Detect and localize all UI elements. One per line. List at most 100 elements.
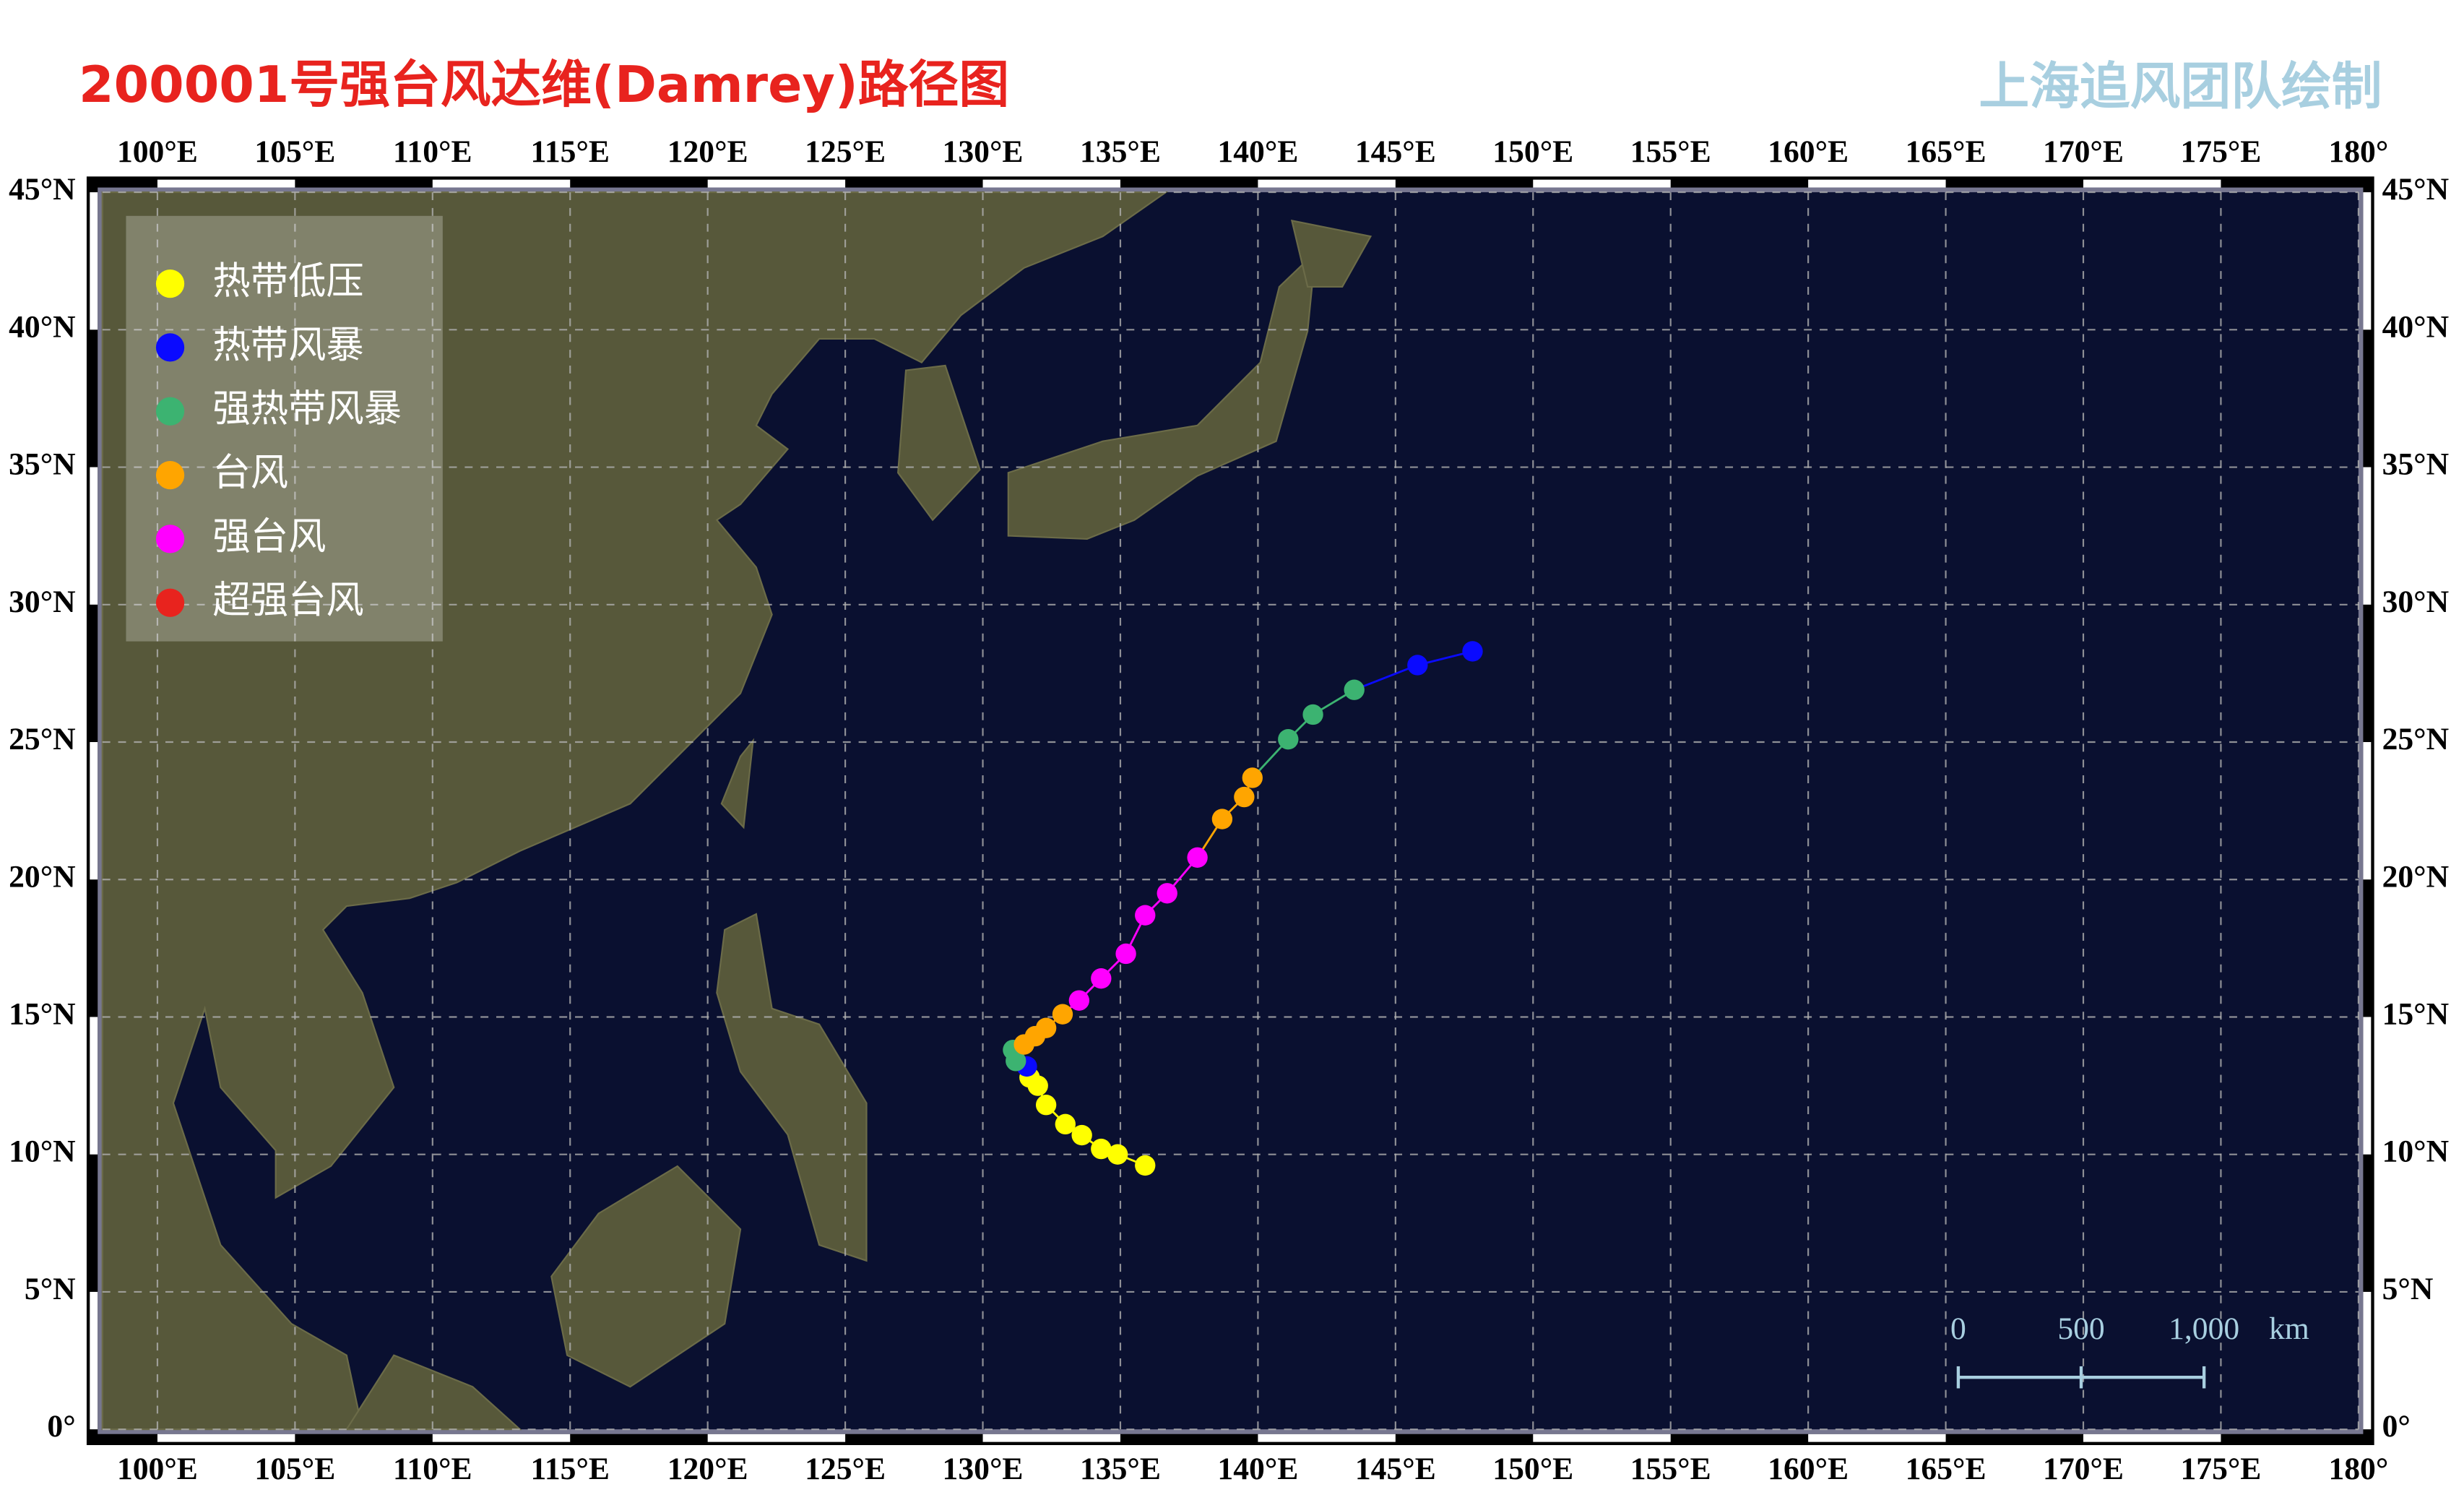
x-tick-label: 135°E [1080, 1452, 1161, 1486]
x-tick-label: 175°E [2180, 1452, 2261, 1486]
scale-bar: 0 500 1,000 km [1950, 1311, 2309, 1389]
track-point [1035, 1095, 1057, 1116]
frame-strip [1258, 179, 1396, 188]
track-point [1302, 704, 1323, 725]
x-tick-label: 125°E [805, 1452, 886, 1486]
x-tick-label: 160°E [1768, 134, 1849, 169]
borneo [550, 1165, 742, 1388]
x-tick-label: 140°E [1217, 1452, 1298, 1486]
y-tick-label: 15°N [9, 996, 76, 1031]
x-tick-label: 170°E [2043, 1452, 2124, 1486]
track-point [1242, 767, 1263, 788]
track-point [1135, 905, 1156, 926]
x-tick-label: 115°E [530, 134, 610, 169]
x-tick-label: 130°E [943, 1452, 1024, 1486]
legend-marker [155, 460, 185, 490]
x-tick-label: 150°E [1492, 134, 1573, 169]
frame-strip [1808, 1434, 1946, 1442]
track-point [1135, 1155, 1156, 1176]
credit: 上海追风团队绘制 [1979, 57, 2382, 116]
x-tick-label: 130°E [943, 134, 1024, 169]
y-tick-label: 30°N [9, 585, 76, 619]
legend-label: 热带低压 [212, 259, 363, 303]
frame-strip [2363, 192, 2372, 330]
y-tick-label: 45°N [2382, 172, 2450, 207]
y-tick-label: 30°N [2382, 585, 2450, 619]
frame-strip [90, 467, 98, 605]
x-tick-label: 100°E [117, 134, 198, 169]
frame-strip [2083, 1434, 2221, 1442]
frame-strip [2083, 179, 2221, 188]
track-point [1187, 847, 1208, 868]
scale-unit: km [2269, 1311, 2309, 1346]
legend-label: 台风 [212, 451, 288, 495]
frame-strip [2363, 742, 2372, 880]
x-tick-label: 180° [2328, 134, 2388, 169]
x-tick-label: 170°E [2043, 134, 2124, 169]
track-point [1407, 655, 1428, 676]
x-tick-label: 165°E [1906, 1452, 1987, 1486]
y-tick-label: 40°N [2382, 309, 2450, 344]
x-tick-label: 100°E [117, 1452, 198, 1486]
frame-strip [2363, 1017, 2372, 1155]
x-tick-label: 110°E [393, 1452, 472, 1486]
track-point [1071, 1124, 1092, 1146]
hokkaido [1290, 219, 1373, 288]
x-tick-label: 155°E [1630, 134, 1711, 169]
x-tick-label: 145°E [1355, 1452, 1436, 1486]
y-tick-label: 40°N [9, 309, 76, 344]
y-tick-label: 5°N [25, 1272, 76, 1306]
y-tick-label: 15°N [2382, 996, 2450, 1031]
x-tick-label: 110°E [393, 134, 472, 169]
frame-strip [90, 192, 98, 330]
scale-label: 1,000 [2169, 1311, 2239, 1346]
x-tick-label: 155°E [1630, 1452, 1711, 1486]
philippines [716, 913, 868, 1262]
frame-strip [1808, 179, 1946, 188]
y-tick-label: 45°N [9, 172, 76, 207]
x-tick-label: 140°E [1217, 134, 1298, 169]
title: 200001号强台风达维(Damrey)路径图 [79, 56, 1009, 114]
x-tick-label: 105°E [254, 134, 335, 169]
frame-strip [90, 1017, 98, 1155]
x-tick-label: 125°E [805, 134, 886, 169]
x-tick-label: 105°E [254, 1452, 335, 1486]
track-point [1157, 883, 1177, 904]
x-tick-label: 135°E [1080, 134, 1161, 169]
legend-label: 强台风 [212, 514, 326, 559]
track-point [1055, 1113, 1076, 1135]
x-tick-label: 165°E [1906, 134, 1987, 169]
track-segment [1354, 664, 1418, 691]
mainland [101, 191, 1169, 1431]
track-point [1068, 990, 1090, 1011]
x-tick-label: 180° [2328, 1452, 2388, 1486]
frame-strip [982, 1434, 1120, 1442]
track-point [1091, 1138, 1112, 1160]
track-point [1035, 1017, 1057, 1038]
x-tick-label: 175°E [2180, 134, 2261, 169]
frame-strip [1533, 1434, 1671, 1442]
frame-strip [1258, 1434, 1396, 1442]
legend-marker [155, 333, 185, 362]
y-tick-label: 10°N [9, 1134, 76, 1169]
track-point [1115, 943, 1136, 965]
korea [897, 364, 981, 522]
legend-marker [155, 269, 185, 298]
y-tick-label: 20°N [9, 859, 76, 894]
frame-strip [90, 742, 98, 880]
legend-marker [155, 588, 185, 617]
x-tick-label: 115°E [530, 1452, 610, 1486]
track-point [1278, 729, 1299, 750]
frame-strip [90, 1291, 98, 1430]
y-tick-label: 10°N [2382, 1134, 2450, 1169]
y-tick-label: 5°N [2382, 1272, 2434, 1306]
x-tick-label: 160°E [1768, 1452, 1849, 1486]
frame-strip [432, 1434, 571, 1442]
frame-strip [2363, 1291, 2372, 1430]
legend-label: 强热带风暴 [212, 387, 402, 431]
y-tick-label: 0° [47, 1409, 75, 1444]
y-tick-label: 25°N [9, 722, 76, 757]
legend-label: 超强台风 [212, 578, 363, 622]
